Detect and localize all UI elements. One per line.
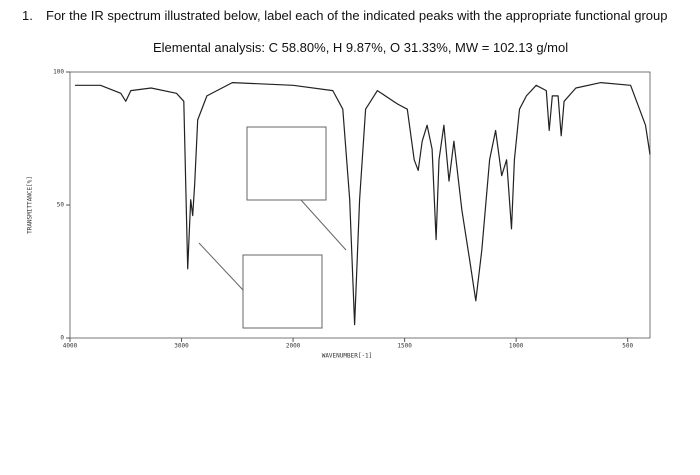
elemental-analysis: Elemental analysis: C 58.80%, H 9.87%, O… (153, 40, 569, 55)
x-tick-label: 1500 (397, 343, 412, 350)
question-text: For the IR spectrum illustrated below, l… (46, 8, 668, 23)
y-tick-label: 100 (53, 69, 64, 76)
question-number: 1. (22, 8, 33, 23)
x-tick-label: 500 (622, 343, 633, 350)
y-axis-label: TRANSMITTANCE[%] (27, 176, 34, 234)
x-axis-label: WAVENUMBER[-1] (322, 353, 373, 360)
y-tick-label: 50 (57, 202, 65, 209)
answer-box[interactable] (246, 126, 327, 201)
x-tick-label: 3000 (174, 343, 189, 350)
x-tick-label: 4000 (63, 343, 78, 350)
y-tick-label: 0 (60, 335, 64, 342)
spectrum-line (75, 82, 651, 326)
answer-box[interactable] (242, 254, 323, 329)
pointer-line (198, 242, 244, 291)
x-tick-label: 2000 (286, 343, 301, 350)
x-tick-label: 1000 (509, 343, 524, 350)
pointer-line (300, 199, 347, 251)
